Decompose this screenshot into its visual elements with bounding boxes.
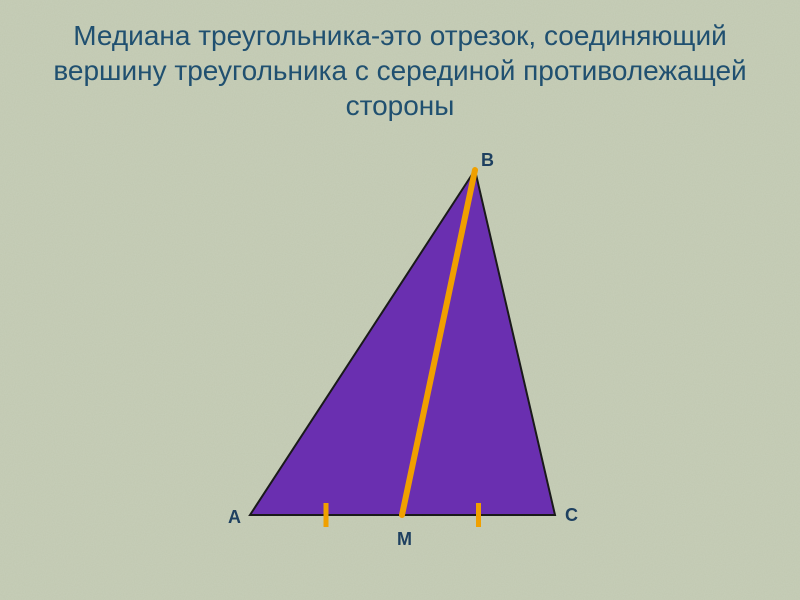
title-text: Медиана треугольника-это отрезок, соедин… [53, 20, 746, 121]
vertex-label-m: M [397, 529, 412, 550]
definition-title: Медиана треугольника-это отрезок, соедин… [40, 18, 760, 123]
vertex-label-b: B [481, 150, 494, 171]
slide: Медиана треугольника-это отрезок, соедин… [0, 0, 800, 600]
vertex-label-a: A [228, 507, 241, 528]
triangle-svg [0, 160, 800, 560]
vertex-label-c: C [565, 505, 578, 526]
median-diagram: A B C M [0, 160, 800, 560]
